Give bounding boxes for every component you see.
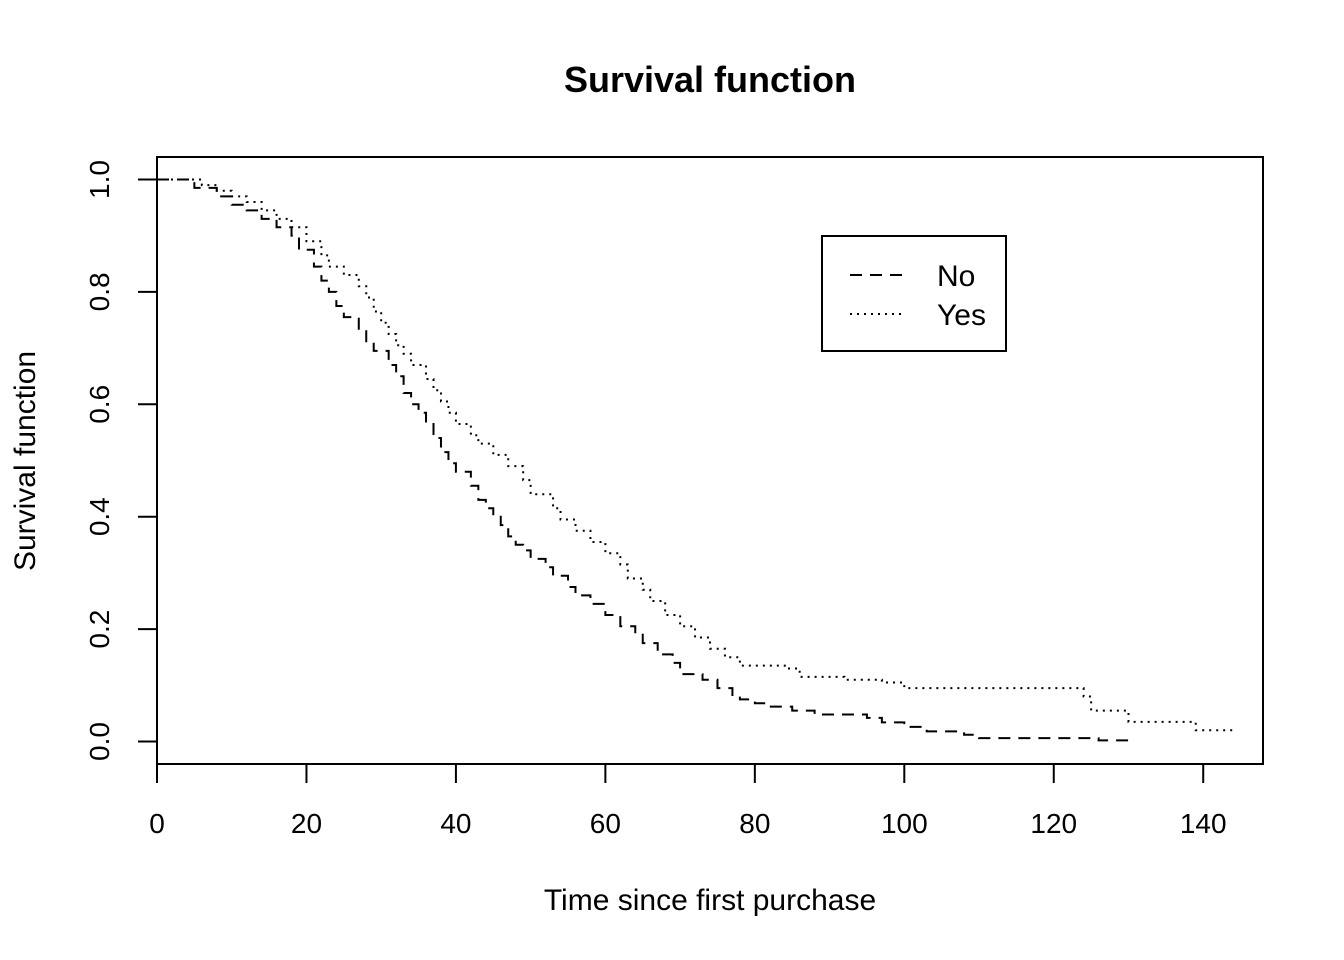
x-tick-label: 80 — [739, 808, 770, 839]
x-tick-label: 20 — [291, 808, 322, 839]
y-tick-label: 0.0 — [84, 722, 115, 761]
x-tick-label: 40 — [440, 808, 471, 839]
legend-box — [821, 235, 1007, 352]
legend-label-yes: Yes — [937, 299, 986, 332]
y-tick-label: 0.6 — [84, 385, 115, 424]
x-tick-label: 100 — [881, 808, 928, 839]
y-tick-label: 0.8 — [84, 272, 115, 311]
x-tick-label: 0 — [149, 808, 165, 839]
legend: No Yes — [821, 235, 1007, 352]
x-tick-label: 140 — [1180, 808, 1227, 839]
legend-label-no: No — [937, 260, 975, 293]
y-tick-label: 0.2 — [84, 610, 115, 649]
x-axis: 0 20 40 60 80 100 120 140 — [149, 763, 1227, 839]
x-tick-label: 60 — [590, 808, 621, 839]
x-tick-label: 120 — [1030, 808, 1077, 839]
y-axis: 0.0 0.2 0.4 0.6 0.8 1.0 — [84, 160, 158, 761]
chart-title: Survival function — [564, 59, 856, 100]
x-axis-label: Time since first purchase — [544, 884, 876, 917]
y-tick-label: 0.4 — [84, 497, 115, 536]
y-axis-label: Survival function — [9, 351, 42, 571]
series-layer — [157, 178, 1235, 742]
series-line-yes — [157, 178, 1235, 734]
plot-frame — [156, 156, 1264, 765]
y-tick-label: 1.0 — [84, 160, 115, 199]
series-line-no — [157, 178, 1136, 742]
